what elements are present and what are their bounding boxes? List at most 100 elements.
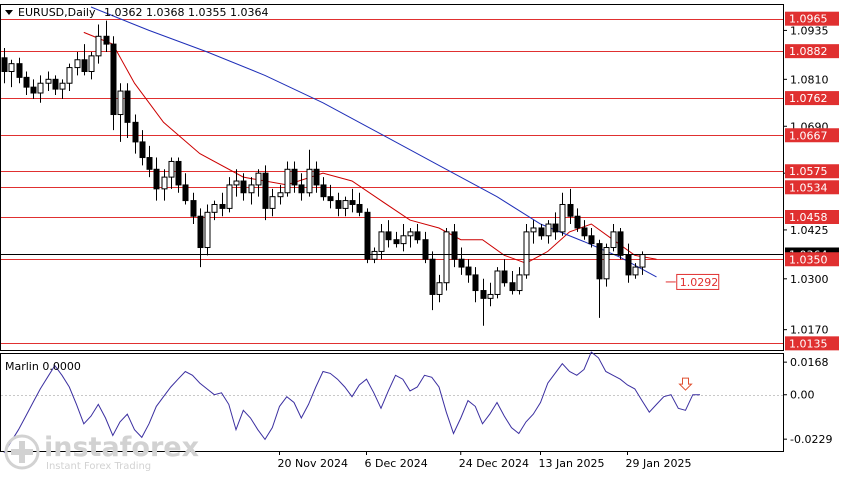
candle	[465, 259, 472, 283]
level-label-text: 1.0575	[789, 165, 828, 178]
candle	[509, 270, 516, 295]
candle	[306, 149, 313, 197]
candle-body	[516, 274, 523, 292]
candle-body	[603, 247, 610, 280]
candle	[219, 192, 226, 217]
candle-body	[277, 192, 284, 198]
candle	[45, 71, 52, 92]
candle-body	[552, 223, 559, 233]
candle-body	[429, 258, 436, 295]
candle	[480, 278, 487, 326]
level-label-6: 1.0458	[785, 210, 839, 225]
candle	[81, 44, 88, 76]
candle	[168, 157, 175, 189]
level-label-text: 1.0534	[789, 181, 828, 194]
candle	[320, 177, 327, 201]
candle-body	[625, 254, 632, 276]
candle-body	[255, 172, 262, 186]
level-label-0: 1.0965	[785, 11, 839, 26]
candle	[625, 243, 632, 283]
candle-body	[81, 59, 88, 72]
level-label-text: 1.0762	[789, 92, 828, 105]
candle-body	[313, 168, 320, 186]
candle	[313, 161, 320, 193]
time-axis: 20 Nov 2024 6 Dec 2024 24 Dec 2024 13 Jan 2…	[278, 451, 692, 470]
candle	[103, 20, 110, 52]
candle	[458, 247, 465, 275]
candle-body	[269, 196, 276, 209]
candle	[23, 71, 30, 95]
candle-body	[371, 250, 378, 260]
level-label-bg	[785, 252, 839, 267]
level-label-bg	[785, 164, 839, 179]
level-label-text: 1.0350	[789, 253, 828, 266]
candle	[581, 220, 588, 240]
candle	[277, 184, 284, 205]
candle-body	[110, 43, 117, 116]
price-tick-label: 1.0425	[790, 224, 829, 237]
candle-body	[74, 59, 81, 69]
candle-body	[407, 231, 414, 237]
candle-body	[248, 184, 255, 194]
level-label-text: 1.0458	[789, 211, 828, 224]
candle	[407, 227, 414, 248]
main-panel-frame	[0, 4, 784, 351]
oscillator-title: Marlin 0.0000	[5, 360, 81, 373]
level-label-7: 1.0350	[785, 252, 839, 267]
candle	[255, 169, 262, 197]
candle	[342, 196, 349, 217]
level-lines	[1, 19, 783, 344]
candle	[429, 251, 436, 311]
candle	[603, 243, 610, 287]
candle-body	[204, 211, 211, 249]
candle-body	[393, 239, 400, 245]
time-tick-label: 29 Jan 2025	[626, 457, 692, 470]
time-tick-label: 13 Jan 2025	[539, 457, 605, 470]
candle-body	[509, 282, 516, 292]
candle	[356, 192, 363, 217]
candle	[37, 75, 44, 103]
oscillator-tick-label: 0.0168	[790, 356, 829, 369]
candle	[632, 263, 639, 279]
level-label-bg	[785, 180, 839, 195]
candle-body	[364, 211, 371, 260]
candle	[110, 36, 117, 131]
candle-body	[190, 200, 197, 217]
candle	[204, 204, 211, 256]
price-tick-label: 1.0300	[790, 273, 829, 286]
candle-body	[132, 121, 139, 143]
candle	[335, 192, 342, 217]
level-label-5: 1.0534	[785, 180, 839, 195]
candle	[422, 231, 429, 264]
candle	[436, 274, 443, 303]
candle	[146, 145, 153, 178]
level-labels: 1.0965 1.0882 1.0762 1.0667 1.0575 1.0534 1.04…	[785, 11, 839, 351]
candle	[124, 83, 131, 138]
candle-body	[422, 239, 429, 260]
candle-body	[1, 57, 8, 72]
candle	[175, 157, 182, 193]
price-tick-label: 1.0935	[790, 24, 829, 37]
candle-body	[146, 157, 153, 170]
level-label-text: 1.0965	[789, 13, 828, 26]
candle	[371, 247, 378, 264]
oscillator	[1, 351, 783, 454]
candle-body	[103, 35, 110, 45]
oscillator-tick-label: -0.0229	[790, 433, 832, 446]
annotation-box	[676, 273, 720, 290]
ma-slow-line	[90, 6, 657, 278]
candles	[1, 20, 646, 326]
symbol-dropdown-icon[interactable]	[5, 10, 13, 15]
candle	[596, 239, 603, 318]
time-tick-label: 6 Dec 2024	[365, 457, 428, 470]
candle	[530, 220, 537, 244]
candle-body	[59, 82, 66, 90]
candle	[153, 157, 160, 201]
candle	[393, 231, 400, 248]
candle	[95, 24, 102, 64]
price-tick-label: 1.0810	[790, 73, 829, 86]
watermark-tagline: Instant Forex Trading	[46, 461, 151, 472]
candle-body	[291, 168, 298, 186]
candle	[161, 169, 168, 201]
